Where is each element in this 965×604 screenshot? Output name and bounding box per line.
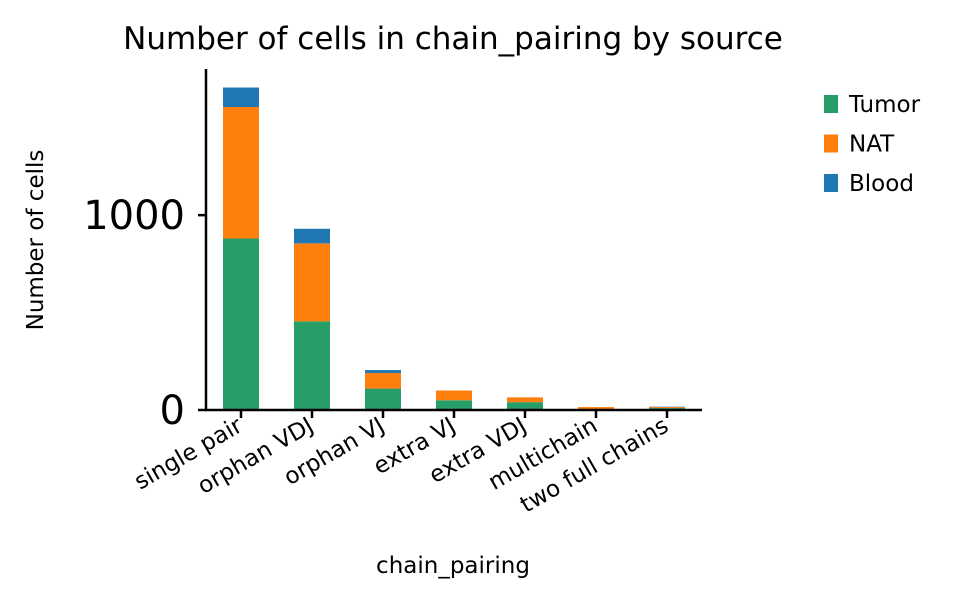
bar-nat-3: [436, 390, 472, 401]
bar-tumor-4: [507, 402, 543, 410]
bar-nat-1: [294, 243, 330, 322]
bar-tumor-2: [365, 388, 401, 410]
legend: Tumor NAT Blood: [824, 92, 921, 197]
bars-group: [223, 87, 685, 410]
bar-nat-2: [365, 372, 401, 389]
y-ticks-group: 0 1000: [83, 193, 206, 434]
bar-nat-4: [507, 397, 543, 403]
y-tick-label-0: 0: [160, 388, 185, 434]
legend-swatch-tumor: [824, 95, 838, 113]
bar-tumor-3: [436, 400, 472, 410]
bar-tumor-0: [223, 238, 259, 410]
x-axis-label: chain_pairing: [376, 553, 530, 579]
bar-blood-2: [365, 370, 401, 373]
bar-nat-5: [578, 407, 614, 410]
bar-nat-0: [223, 106, 259, 239]
chart-title: Number of cells in chain_pairing by sour…: [123, 21, 783, 57]
legend-swatch-nat: [824, 134, 838, 153]
legend-swatch-blood: [824, 174, 838, 192]
legend-label-nat: NAT: [849, 132, 895, 158]
bar-nat-6: [649, 407, 685, 409]
legend-label-blood: Blood: [849, 171, 914, 197]
legend-label-tumor: Tumor: [848, 92, 921, 118]
bar-blood-1: [294, 228, 330, 244]
bar-blood-0: [223, 87, 259, 107]
y-axis-label: Number of cells: [23, 150, 49, 331]
bar-tumor-1: [294, 321, 330, 410]
y-tick-label-1: 1000: [83, 193, 185, 239]
